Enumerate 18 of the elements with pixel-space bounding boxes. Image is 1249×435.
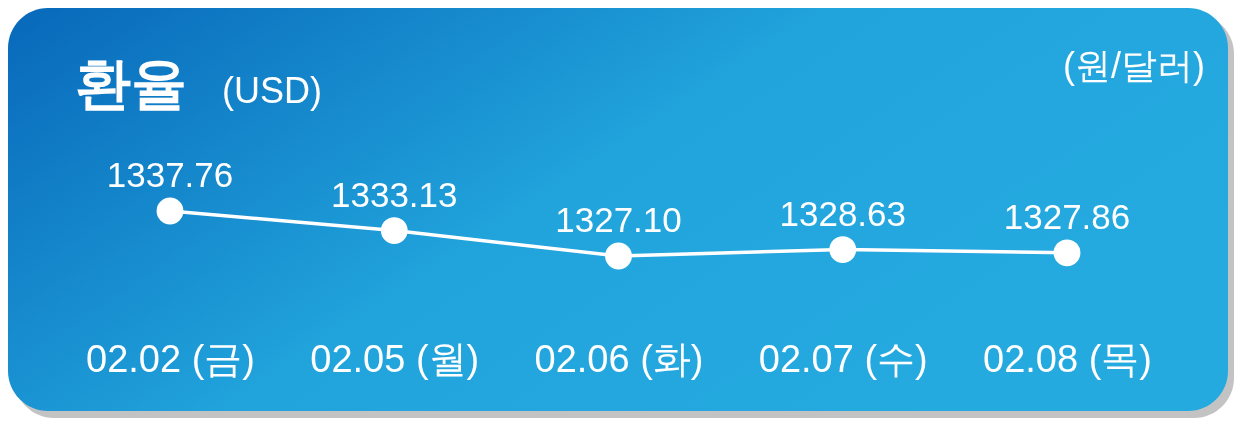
data-label: 1337.76 bbox=[106, 155, 234, 194]
chart-subtitle: (USD) bbox=[222, 70, 322, 111]
x-tick-label: 02.06 (화) bbox=[534, 337, 704, 380]
point bbox=[380, 217, 408, 244]
x-tick-label: 02.05 (월) bbox=[310, 337, 480, 380]
y-axis-title: (원/달러) bbox=[1063, 45, 1205, 86]
data-label: 1328.63 bbox=[779, 193, 907, 233]
x-tick-label: 02.08 (목) bbox=[983, 337, 1152, 380]
point bbox=[829, 236, 857, 263]
x-tick-label: 02.02 (금) bbox=[86, 337, 255, 380]
data-label: 1327.10 bbox=[555, 200, 682, 239]
chart-title: 환율 bbox=[75, 52, 187, 115]
point bbox=[156, 197, 184, 225]
data-label: 1333.13 bbox=[330, 174, 458, 214]
x-tick-label: 02.07 (수) bbox=[758, 337, 928, 380]
data-label: 1327.86 bbox=[1003, 196, 1131, 236]
point bbox=[605, 242, 632, 270]
point bbox=[1053, 239, 1081, 267]
